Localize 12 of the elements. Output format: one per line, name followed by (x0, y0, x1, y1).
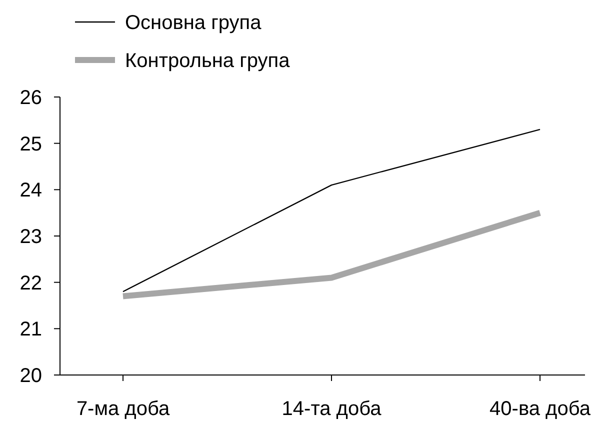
legend-label: Контрольна група (125, 50, 291, 72)
y-tick-label: 25 (20, 133, 42, 156)
legend-label: Основна група (125, 12, 262, 34)
x-tick-label: 14-та доба (282, 398, 382, 420)
x-tick-label: 7-ма доба (76, 398, 170, 420)
y-tick-label: 24 (20, 180, 42, 202)
y-tick-label: 20 (20, 365, 42, 387)
y-tick-label: 23 (20, 226, 42, 248)
y-tick-label: 22 (20, 272, 42, 294)
y-tick-label: 26 (20, 87, 42, 109)
x-tick-label: 40-ва доба (490, 398, 592, 420)
y-tick-label: 21 (20, 318, 42, 341)
